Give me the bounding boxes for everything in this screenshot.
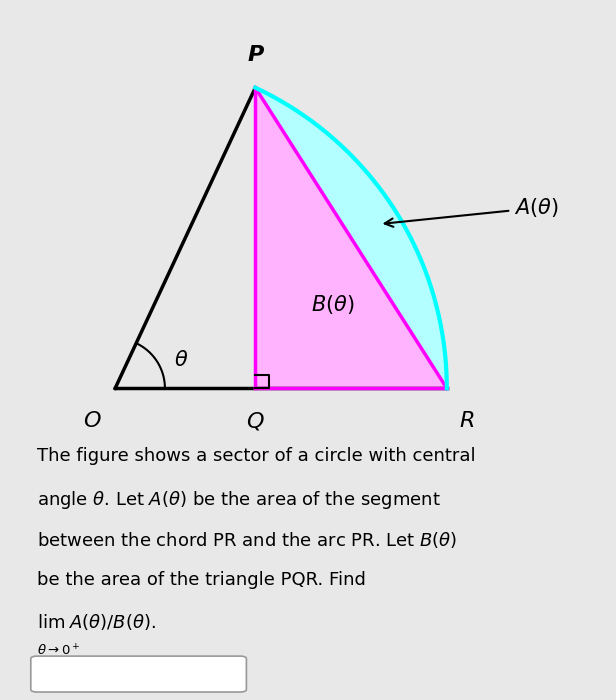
Polygon shape	[255, 88, 447, 389]
Text: $B(\theta)$: $B(\theta)$	[310, 293, 354, 316]
Text: The figure shows a sector of a circle with central: The figure shows a sector of a circle wi…	[37, 447, 476, 466]
FancyBboxPatch shape	[31, 656, 246, 692]
Text: Q: Q	[246, 412, 264, 431]
Text: $\lim\;A(\theta)/B(\theta).$: $\lim\;A(\theta)/B(\theta).$	[37, 612, 156, 632]
Polygon shape	[255, 88, 447, 389]
Text: $\theta{\rightarrow}0^+$: $\theta{\rightarrow}0^+$	[37, 643, 81, 658]
Text: O: O	[83, 412, 100, 431]
Text: P: P	[247, 45, 264, 64]
Text: $\theta$: $\theta$	[174, 350, 188, 370]
Text: between the chord PR and the arc PR. Let $B(\theta)$: between the chord PR and the arc PR. Let…	[37, 530, 457, 550]
Text: $A(\theta)$: $A(\theta)$	[385, 197, 559, 227]
Text: angle $\theta$. Let $A(\theta)$ be the area of the segment: angle $\theta$. Let $A(\theta)$ be the a…	[37, 489, 440, 510]
Text: be the area of the triangle PQR. Find: be the area of the triangle PQR. Find	[37, 571, 366, 589]
Text: R: R	[459, 412, 474, 431]
